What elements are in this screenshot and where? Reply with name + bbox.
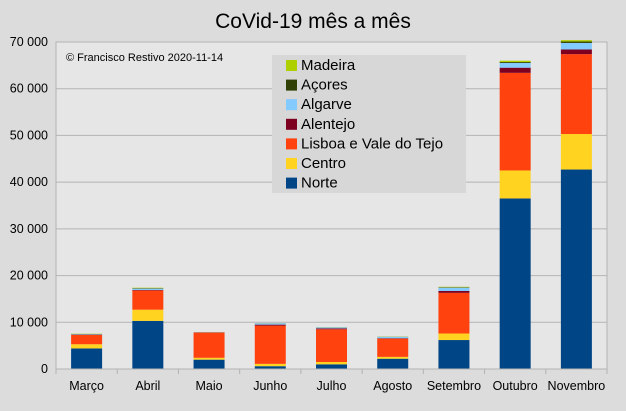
bar-segment	[499, 62, 531, 64]
y-axis-ticks: 0 10 000 20 000 30 000 40 000 50 000 60 000 70 …	[10, 35, 48, 376]
bar-segment	[560, 169, 592, 369]
y-tick-label: 40 000	[10, 175, 48, 189]
bar-segment	[254, 363, 286, 367]
bar-segment	[71, 344, 103, 349]
legend-label: Madeira	[301, 57, 356, 74]
bars	[71, 40, 592, 369]
bar-segment	[254, 323, 286, 325]
bar-segment	[254, 325, 286, 364]
legend: Madeira Açores Algarve Alentejo Lisboa e Val…	[272, 55, 466, 193]
copyright-annotation: © Francisco Restivo 2020-11-14	[66, 52, 223, 64]
bar-segment	[499, 63, 531, 68]
bar-segment	[193, 357, 225, 360]
bar-segment	[254, 324, 286, 326]
y-tick-label: 0	[41, 362, 48, 376]
bar-segment	[560, 40, 592, 42]
bar-segment	[193, 332, 225, 358]
x-tick-label: Junho	[253, 379, 287, 393]
bar-segment	[499, 60, 531, 63]
bar-segment	[560, 41, 592, 43]
legend-swatch	[286, 99, 297, 111]
x-tick-label: Julho	[317, 379, 347, 393]
bar-segment	[377, 336, 409, 339]
bar-segment	[560, 49, 592, 55]
legend-box	[272, 55, 466, 193]
legend-swatch	[286, 60, 297, 71]
legend-swatch	[286, 138, 297, 150]
bar-segment	[560, 42, 592, 50]
bar-segment	[316, 327, 347, 329]
bar-segment	[132, 320, 164, 369]
bar-segment	[499, 67, 531, 73]
bar-segment	[71, 348, 103, 369]
legend-label: Açores	[301, 77, 348, 94]
x-tick-label: Março	[69, 379, 104, 393]
bar-segment	[132, 288, 164, 291]
legend-swatch	[286, 118, 297, 130]
bar-segment	[316, 361, 347, 365]
bar-segment	[438, 333, 470, 341]
bar-segment	[438, 290, 470, 293]
x-tick-label: Outubro	[493, 379, 538, 393]
y-tick-label: 20 000	[10, 269, 48, 283]
bar-segment	[254, 366, 286, 369]
bar-segment	[71, 334, 103, 345]
bar-segment	[132, 290, 164, 310]
bar-segment	[560, 54, 592, 135]
bar-segment	[193, 359, 225, 369]
y-tick-label: 30 000	[10, 222, 48, 236]
x-axis-ticks: Março Abril Maio Junho Julho Agosto Setembro Ou…	[55, 368, 608, 393]
x-tick-label: Agosto	[373, 379, 412, 393]
bar-segment	[316, 329, 347, 362]
y-tick-label: 10 000	[10, 315, 48, 329]
legend-label: Algarve	[301, 96, 352, 113]
bar-segment	[316, 364, 347, 369]
bar-segment	[316, 328, 347, 330]
bar-segment	[438, 287, 470, 291]
x-tick-label: Maio	[196, 379, 223, 393]
bar-segment	[499, 198, 531, 369]
x-tick-label: Setembro	[427, 379, 481, 393]
legend-label: Norte	[301, 175, 338, 192]
y-tick-label: 50 000	[10, 128, 48, 142]
chart-title: CoVid-19 mês a mês	[215, 10, 411, 33]
y-tick-label: 70 000	[10, 35, 48, 49]
x-tick-label: Novembro	[548, 379, 606, 393]
legend-swatch	[286, 158, 297, 169]
legend-label: Centro	[301, 155, 346, 172]
x-tick-label: Abril	[135, 379, 160, 393]
y-tick-label: 60 000	[10, 82, 48, 96]
bar-segment	[438, 292, 470, 334]
bar-segment	[560, 134, 592, 170]
bar-segment	[377, 338, 409, 357]
legend-swatch	[286, 177, 297, 189]
bar-segment	[377, 358, 409, 369]
bar-segment	[377, 356, 409, 359]
bar-segment	[499, 170, 531, 199]
legend-swatch	[286, 79, 297, 91]
legend-label: Alentejo	[301, 116, 355, 133]
bar-segment	[438, 340, 470, 369]
bar-segment	[499, 72, 531, 171]
legend-label: Lisboa e Vale do Tejo	[301, 135, 443, 152]
bar-segment	[132, 309, 164, 321]
